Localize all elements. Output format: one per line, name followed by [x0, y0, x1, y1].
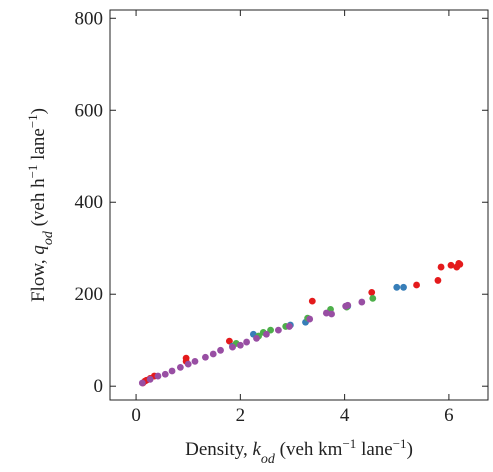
scatter-point [161, 370, 169, 378]
x-tick-label: 4 [340, 405, 350, 426]
x-tick-label: 2 [236, 405, 246, 426]
y_label-part: −1 [25, 165, 40, 179]
y_label-part: lane [28, 128, 49, 164]
y-axis-label: Flow, qod (veh h−1 lane−1) [25, 108, 56, 302]
scatter-point [368, 288, 376, 296]
scatter-point [217, 346, 224, 354]
scatter-point [328, 310, 335, 318]
x-axis-label: Density, kod (veh km−1 lane−1) [185, 436, 413, 467]
scatter-point [184, 360, 192, 368]
y_label-part: Flow, [28, 255, 49, 302]
scatter-point [306, 315, 314, 323]
scatter-point [393, 283, 401, 291]
scatter-point [400, 283, 407, 291]
x_label-part: −1 [393, 436, 407, 451]
y-tick-label: 0 [94, 376, 104, 397]
scatter-point [358, 298, 366, 306]
x_label-part: k [252, 439, 261, 460]
scatter-point [168, 367, 176, 375]
y_label-part: (veh h [28, 178, 49, 231]
scatter-point [263, 330, 270, 338]
scatter-point [253, 334, 260, 342]
scatter-point [455, 260, 463, 267]
scatter-point [322, 309, 330, 317]
scatter-point [225, 337, 233, 345]
scatter-point [369, 294, 377, 302]
scatter-point [267, 326, 274, 334]
x-tick-label: 6 [444, 405, 454, 426]
scatter-point [236, 341, 244, 349]
scatter-point [154, 372, 162, 380]
x_label-part: ) [407, 439, 413, 460]
x_label-part: Density, [185, 439, 252, 460]
plot-frame [109, 9, 489, 401]
scatter-point [344, 301, 352, 309]
scatter-point [202, 353, 209, 361]
scatter-point [209, 350, 217, 358]
scatter-point [146, 375, 154, 383]
y_label-part: ) [28, 108, 49, 114]
x-tick-label: 0 [131, 405, 141, 426]
y-tick-label: 800 [75, 8, 104, 29]
scatter-point [413, 281, 420, 289]
y_label-part: od [41, 230, 56, 245]
scatter-point [434, 277, 442, 284]
scatter-point [191, 357, 199, 365]
x_label-part: (veh km [275, 439, 343, 460]
x_label-part: −1 [342, 436, 356, 451]
scatter-point [275, 326, 282, 334]
y-tick-label: 600 [75, 100, 104, 121]
y_label-part: −1 [25, 114, 40, 128]
scatter-point [138, 379, 146, 387]
scatter-point [308, 297, 316, 305]
scatter-point [243, 338, 251, 346]
scatter-point [176, 363, 184, 371]
x_label-part: od [261, 452, 276, 467]
scatter-point [229, 343, 236, 351]
scatter-point [437, 263, 445, 271]
y-tick-label: 200 [75, 284, 104, 305]
y_label-part: q [28, 245, 49, 255]
y-tick-label: 400 [75, 192, 104, 213]
scatter-point [285, 323, 293, 330]
x_label-part: lane [356, 439, 392, 460]
scatter-point [447, 261, 455, 269]
